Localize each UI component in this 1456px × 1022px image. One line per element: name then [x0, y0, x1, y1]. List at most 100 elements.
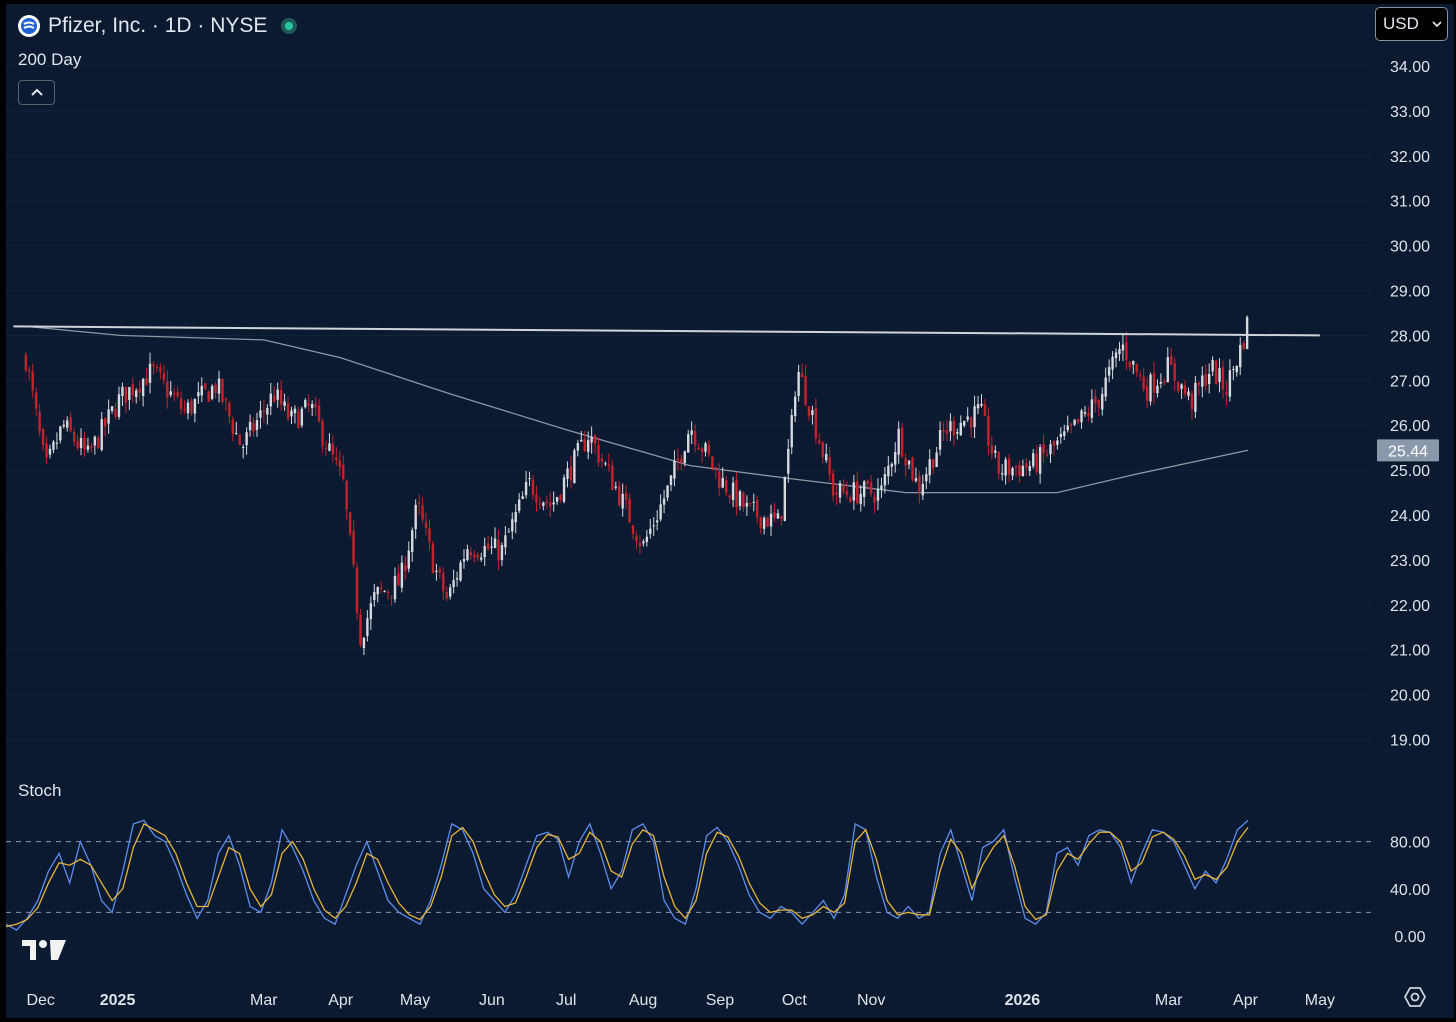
candle — [666, 485, 669, 502]
candle — [369, 596, 373, 630]
candle — [514, 504, 517, 534]
candle — [262, 399, 266, 423]
candle — [914, 467, 918, 483]
candle — [417, 494, 421, 515]
candle — [252, 416, 255, 437]
candle — [883, 466, 887, 494]
candle — [1166, 347, 1169, 383]
candle — [969, 416, 973, 438]
collapse-indicators-button[interactable] — [18, 80, 55, 105]
candle — [1149, 372, 1152, 406]
price-tick-label: 28.00 — [1390, 328, 1430, 345]
candles-layer — [24, 315, 1249, 656]
candle — [811, 405, 814, 425]
candle — [645, 530, 649, 547]
candle — [404, 556, 407, 580]
candle — [1038, 444, 1042, 484]
candle — [976, 395, 980, 415]
candle — [1083, 405, 1087, 417]
candle — [114, 402, 117, 420]
last-price-badge — [1377, 439, 1439, 462]
chart-svg[interactable]: 34.00 33.00 32.00 31.00 30.00 29.00 28.00 27.00… — [6, 4, 1454, 1018]
time-tick-label: Jul — [556, 992, 576, 1009]
candle — [1197, 381, 1201, 396]
candle — [507, 528, 511, 533]
candle — [1201, 366, 1204, 398]
grid-lines — [6, 65, 1371, 740]
candle — [759, 516, 762, 534]
stoch-tick-label: 40.00 — [1390, 882, 1430, 899]
candle — [362, 636, 366, 656]
candle — [273, 386, 276, 403]
candle — [383, 590, 386, 593]
price-tick-label: 22.00 — [1390, 598, 1430, 615]
candle — [814, 398, 818, 444]
time-tick-label: Jun — [479, 992, 505, 1009]
candle — [300, 406, 304, 428]
candle — [1235, 365, 1238, 377]
candle — [452, 569, 455, 594]
candle — [448, 584, 452, 600]
candle — [866, 479, 869, 490]
price-tick-label: 21.00 — [1390, 643, 1430, 660]
candle — [1239, 337, 1242, 376]
candle — [45, 436, 48, 464]
candle — [583, 430, 586, 453]
candle — [707, 439, 711, 458]
symbol-title: Pfizer, Inc. · 1D · NYSE — [48, 14, 268, 37]
candle — [773, 502, 776, 523]
candle — [1014, 465, 1018, 477]
candle — [966, 407, 969, 423]
currency-select[interactable]: USD — [1375, 7, 1448, 41]
stoch-layer — [6, 819, 1249, 931]
candle — [214, 382, 217, 399]
candle — [1104, 367, 1107, 401]
resistance-layer[interactable] — [13, 325, 1320, 337]
candle — [66, 416, 69, 432]
candle — [749, 502, 752, 507]
time-tick-label: Apr — [1233, 992, 1259, 1009]
candle — [59, 425, 62, 444]
candle — [466, 544, 469, 562]
candle — [783, 476, 787, 522]
stoch-indicator-label[interactable]: Stoch — [18, 781, 62, 800]
candle — [517, 493, 521, 514]
candle — [683, 450, 686, 467]
candle — [952, 416, 956, 446]
symbol-header[interactable]: Pfizer, Inc. · 1D · NYSE — [18, 14, 298, 38]
candle — [531, 474, 535, 500]
candle — [79, 428, 83, 456]
candle — [411, 527, 414, 562]
candle — [397, 564, 400, 586]
ma-indicator-label[interactable]: 200 Day — [18, 50, 82, 69]
gear-icon[interactable] — [1403, 986, 1427, 1013]
candle — [990, 436, 994, 460]
candle — [1118, 341, 1121, 362]
candle — [307, 394, 310, 413]
resistance-trendline[interactable] — [13, 325, 1320, 337]
candle — [918, 471, 921, 504]
candle — [200, 377, 203, 403]
candle — [1221, 360, 1225, 399]
candle — [859, 485, 862, 512]
candle — [731, 476, 735, 507]
candle — [297, 406, 300, 429]
candle — [776, 509, 780, 519]
price-tick-label: 19.00 — [1390, 733, 1430, 750]
candle — [659, 494, 662, 522]
candle — [1242, 340, 1245, 351]
time-tick-label: May — [1305, 992, 1335, 1009]
candle — [818, 433, 821, 445]
candle — [856, 471, 859, 505]
price-badge-layer: 25.44 — [1377, 439, 1439, 462]
tradingview-logo-icon[interactable] — [20, 936, 68, 969]
candle — [152, 361, 155, 375]
candle — [800, 363, 804, 378]
candle — [1121, 334, 1125, 362]
candle — [938, 421, 942, 456]
candle — [469, 546, 473, 560]
time-tick-label: Sep — [706, 992, 735, 1009]
candle — [86, 437, 90, 453]
candle — [1056, 436, 1059, 450]
candle — [386, 589, 390, 600]
